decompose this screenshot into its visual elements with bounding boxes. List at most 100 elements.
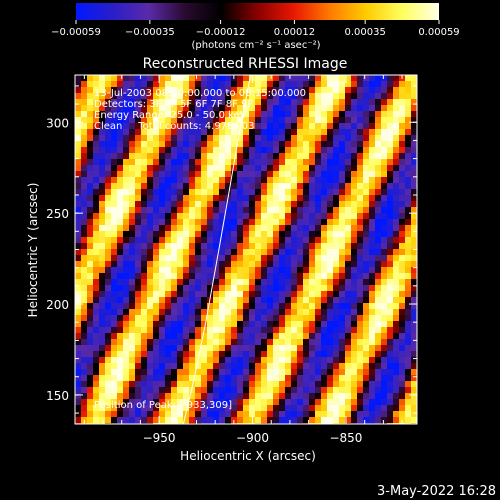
heatmap-cell [273,87,280,94]
heatmap-cell [213,129,220,136]
heatmap-cell [105,219,112,226]
heatmap-cell [183,387,190,394]
heatmap-cell [171,225,178,232]
heatmap-cell [315,381,322,388]
heatmap-cell [327,381,334,388]
heatmap-cell [303,213,310,220]
heatmap-cell [363,231,370,238]
heatmap-cell [261,99,268,106]
heatmap-cell [321,189,328,196]
heatmap-cell [285,399,292,406]
heatmap-cell [117,123,124,130]
heatmap-cell [81,189,88,196]
heatmap-cell [315,345,322,352]
heatmap-cell [399,309,406,316]
heatmap-cell [369,105,376,112]
heatmap-cell [261,339,268,346]
heatmap-cell [255,333,262,340]
heatmap-cell [159,315,166,322]
heatmap-cell [315,315,322,322]
heatmap-cell [333,249,340,256]
heatmap-cell [243,153,250,160]
heatmap-cell [171,279,178,286]
heatmap-cell [135,207,142,214]
heatmap-cell [213,165,220,172]
heatmap-cell [321,369,328,376]
heatmap-cell [207,321,214,328]
heatmap-cell [207,351,214,358]
heatmap-cell [261,123,268,130]
heatmap-cell [105,153,112,160]
heatmap-cell [135,93,142,100]
heatmap-cell [285,195,292,202]
heatmap-cell [189,273,196,280]
heatmap-cell [81,129,88,136]
heatmap-cell [405,381,412,388]
heatmap-cell [177,99,184,106]
heatmap-cell [369,321,376,328]
heatmap-cell [177,297,184,304]
heatmap-cell [255,339,262,346]
heatmap-cell [321,135,328,142]
heatmap-cell [315,105,322,112]
heatmap-cell [219,309,226,316]
heatmap-cell [81,141,88,148]
heatmap-cell [309,105,316,112]
heatmap-cell [183,363,190,370]
heatmap-cell [393,405,400,412]
heatmap-cell [201,195,208,202]
heatmap-cell [327,387,334,394]
heatmap-cell [261,387,268,394]
heatmap-cell [81,327,88,334]
heatmap-cell [123,75,130,82]
heatmap-cell [279,105,286,112]
heatmap-cell [405,417,412,424]
heatmap-cell [291,231,298,238]
heatmap-cell [243,129,250,136]
heatmap-cell [195,183,202,190]
heatmap-cell [381,273,388,280]
heatmap-cell [111,123,118,130]
heatmap-cell [339,393,346,400]
heatmap-cell [219,273,226,280]
heatmap-cell [261,159,268,166]
heatmap-cell [399,153,406,160]
heatmap-cell [309,141,316,148]
heatmap-cell [159,135,166,142]
heatmap-cell [171,177,178,184]
heatmap-cell [213,141,220,148]
heatmap-cell [99,261,106,268]
heatmap-cell [177,417,184,424]
heatmap-cell [345,99,352,106]
heatmap-cell [339,87,346,94]
heatmap-cell [105,99,112,106]
heatmap-cell [261,285,268,292]
heatmap-cell [111,393,118,400]
heatmap-cell [213,189,220,196]
heatmap-cell [363,255,370,262]
heatmap-cell [237,327,244,334]
heatmap-cell [381,231,388,238]
heatmap-cell [399,351,406,358]
heatmap-cell [393,261,400,268]
heatmap-cell [129,195,136,202]
heatmap-cell [255,123,262,130]
heatmap-cell [237,381,244,388]
heatmap-cell [279,339,286,346]
heatmap-cell [375,87,382,94]
heatmap-cell [81,351,88,358]
heatmap-cell [171,357,178,364]
heatmap-cell [393,111,400,118]
heatmap-cell [411,411,417,418]
heatmap-cell [195,123,202,130]
heatmap-cell [345,141,352,148]
heatmap-cell [177,255,184,262]
heatmap-cell [321,405,328,412]
heatmap-cell [327,237,334,244]
heatmap-cell [225,123,232,130]
heatmap-cell [321,93,328,100]
heatmap-cell [201,333,208,340]
heatmap-cell [351,201,358,208]
heatmap-cell [411,135,417,142]
heatmap-cell [147,147,154,154]
